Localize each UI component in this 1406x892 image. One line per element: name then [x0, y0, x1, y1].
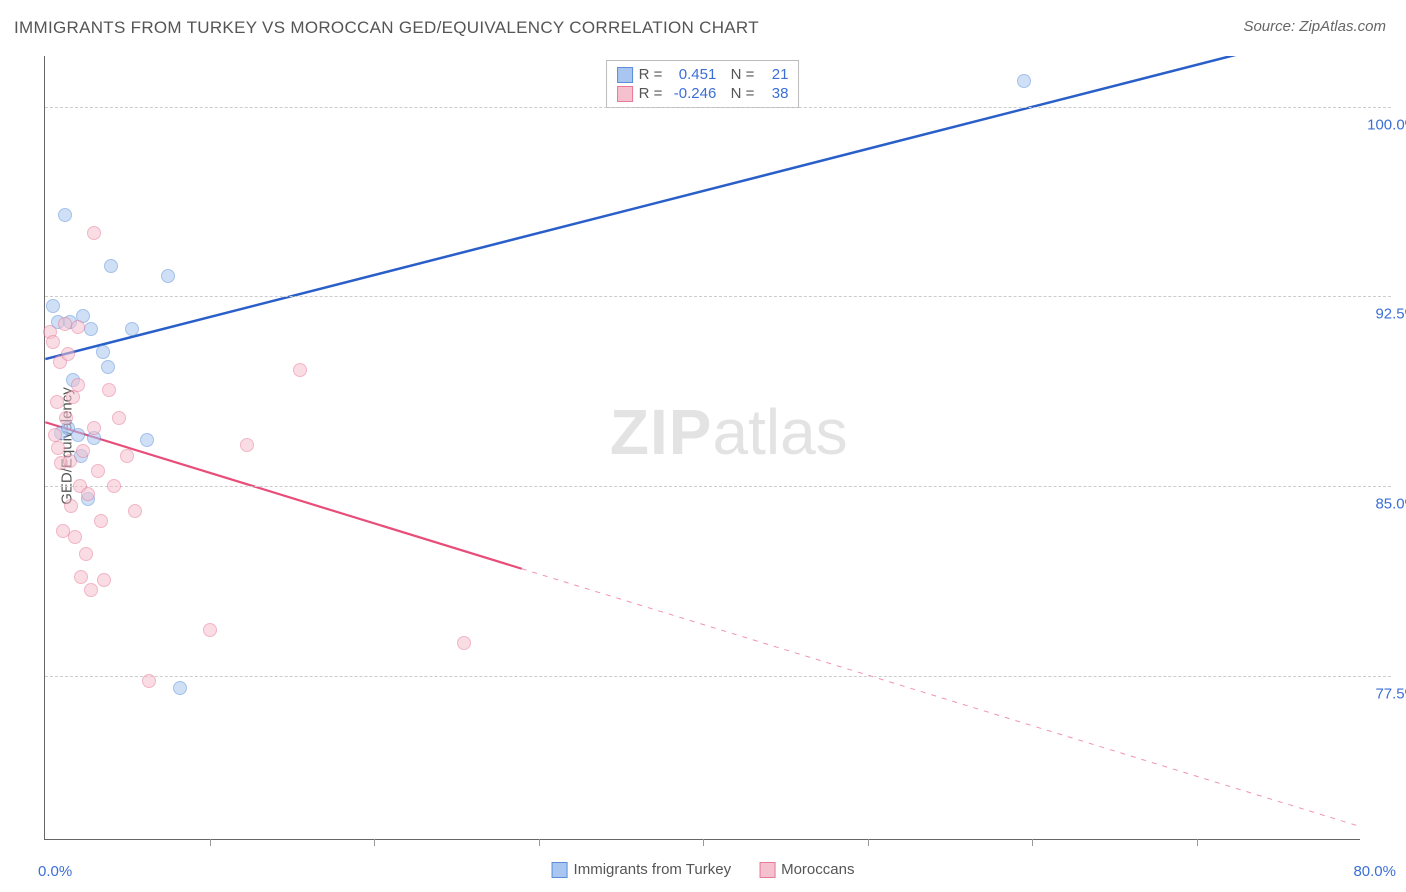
plot-area: ZIPatlas R = 0.451 N = 21 R = -0.246 N =… — [44, 56, 1360, 840]
x-tick — [703, 839, 704, 846]
scatter-point — [104, 259, 118, 273]
series-legend-item: Moroccans — [759, 861, 854, 878]
legend-swatch — [617, 86, 633, 102]
scatter-point — [87, 421, 101, 435]
x-tick — [374, 839, 375, 846]
watermark-rest: atlas — [712, 396, 847, 468]
scatter-point — [74, 570, 88, 584]
y-tick-label: 77.5% — [1375, 685, 1406, 702]
x-tick — [868, 839, 869, 846]
legend-swatch — [617, 67, 633, 83]
legend-swatch — [759, 862, 775, 878]
watermark: ZIPatlas — [610, 395, 848, 469]
gridline-h — [45, 486, 1391, 487]
correlation-legend-row: R = 0.451 N = 21 — [617, 65, 789, 84]
scatter-point — [76, 444, 90, 458]
series-legend-item: Immigrants from Turkey — [552, 861, 732, 878]
scatter-point — [128, 504, 142, 518]
x-tick — [539, 839, 540, 846]
series-legend-label: Immigrants from Turkey — [574, 861, 732, 878]
scatter-point — [58, 208, 72, 222]
x-axis-start-label: 0.0% — [38, 863, 72, 880]
scatter-point — [293, 363, 307, 377]
gridline-h — [45, 676, 1391, 677]
scatter-point — [84, 583, 98, 597]
correlation-legend-row: R = -0.246 N = 38 — [617, 84, 789, 103]
trend-line-dashed — [522, 569, 1360, 827]
scatter-point — [46, 299, 60, 313]
scatter-point — [457, 636, 471, 650]
scatter-point — [173, 681, 187, 695]
scatter-point — [240, 438, 254, 452]
scatter-point — [1017, 74, 1031, 88]
x-axis-end-label: 80.0% — [1353, 863, 1396, 880]
legend-r-value: -0.246 — [668, 85, 716, 102]
scatter-point — [68, 530, 82, 544]
scatter-point — [64, 499, 78, 513]
scatter-point — [50, 395, 64, 409]
scatter-point — [125, 322, 139, 336]
scatter-point — [66, 390, 80, 404]
scatter-point — [81, 487, 95, 501]
y-tick-label: 85.0% — [1375, 495, 1406, 512]
scatter-point — [63, 454, 77, 468]
gridline-h — [45, 107, 1391, 108]
scatter-point — [102, 383, 116, 397]
scatter-point — [203, 623, 217, 637]
scatter-point — [107, 479, 121, 493]
x-tick — [210, 839, 211, 846]
legend-n-value: 21 — [760, 66, 788, 83]
scatter-point — [112, 411, 126, 425]
correlation-legend: R = 0.451 N = 21 R = -0.246 N = 38 — [606, 60, 800, 108]
scatter-point — [101, 360, 115, 374]
scatter-point — [71, 378, 85, 392]
scatter-point — [94, 514, 108, 528]
scatter-point — [97, 573, 111, 587]
legend-r-label: R = — [639, 66, 663, 83]
scatter-point — [61, 347, 75, 361]
scatter-point — [142, 674, 156, 688]
watermark-bold: ZIP — [610, 396, 713, 468]
legend-n-label: N = — [722, 85, 754, 102]
scatter-point — [59, 411, 73, 425]
series-legend: Immigrants from Turkey Moroccans — [552, 861, 855, 878]
legend-r-value: 0.451 — [668, 66, 716, 83]
legend-swatch — [552, 862, 568, 878]
legend-n-value: 38 — [760, 85, 788, 102]
scatter-point — [71, 320, 85, 334]
series-legend-label: Moroccans — [781, 861, 854, 878]
scatter-point — [161, 269, 175, 283]
y-tick-label: 100.0% — [1367, 116, 1406, 133]
scatter-point — [120, 449, 134, 463]
y-tick-label: 92.5% — [1375, 306, 1406, 323]
scatter-point — [87, 226, 101, 240]
scatter-point — [79, 547, 93, 561]
x-tick — [1032, 839, 1033, 846]
source-attribution: Source: ZipAtlas.com — [1243, 18, 1386, 35]
scatter-point — [140, 433, 154, 447]
x-tick — [1197, 839, 1198, 846]
scatter-point — [46, 335, 60, 349]
chart-title: IMMIGRANTS FROM TURKEY VS MOROCCAN GED/E… — [14, 18, 759, 38]
scatter-point — [84, 322, 98, 336]
scatter-point — [58, 317, 72, 331]
trend-line-solid — [45, 422, 521, 568]
scatter-point — [91, 464, 105, 478]
legend-n-label: N = — [722, 66, 754, 83]
scatter-point — [96, 345, 110, 359]
scatter-point — [51, 441, 65, 455]
gridline-h — [45, 296, 1391, 297]
legend-r-label: R = — [639, 85, 663, 102]
